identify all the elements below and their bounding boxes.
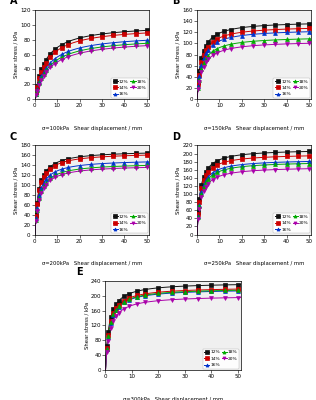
Text: σ=300kPa   Shear displacement / mm: σ=300kPa Shear displacement / mm bbox=[123, 397, 223, 400]
Y-axis label: Shear stress / kPa: Shear stress / kPa bbox=[84, 302, 89, 349]
Y-axis label: Shear stress / kPa: Shear stress / kPa bbox=[176, 166, 181, 214]
Text: C: C bbox=[9, 132, 17, 142]
Text: σ=150kPa   Shear displacement / mm: σ=150kPa Shear displacement / mm bbox=[204, 126, 304, 131]
Y-axis label: Shear stress / kPa: Shear stress / kPa bbox=[14, 31, 19, 78]
Y-axis label: Shear stress / kPa: Shear stress / kPa bbox=[14, 166, 19, 214]
Text: D: D bbox=[172, 132, 180, 142]
Text: B: B bbox=[172, 0, 179, 6]
Text: σ=100kPa   Shear displacement / mm: σ=100kPa Shear displacement / mm bbox=[42, 126, 142, 131]
Text: σ=200kPa   Shear displacement / mm: σ=200kPa Shear displacement / mm bbox=[42, 261, 142, 266]
Legend: 12%, 14%, 16%, 18%, 20%: 12%, 14%, 16%, 18%, 20% bbox=[111, 213, 148, 233]
Legend: 12%, 14%, 16%, 18%, 20%: 12%, 14%, 16%, 18%, 20% bbox=[203, 349, 239, 369]
Legend: 12%, 14%, 16%, 18%, 20%: 12%, 14%, 16%, 18%, 20% bbox=[111, 78, 148, 98]
Text: σ=250kPa   Shear displacement / mm: σ=250kPa Shear displacement / mm bbox=[204, 261, 304, 266]
Y-axis label: Shear stress / kPa: Shear stress / kPa bbox=[176, 31, 181, 78]
Legend: 12%, 14%, 16%, 18%, 20%: 12%, 14%, 16%, 18%, 20% bbox=[273, 78, 310, 98]
Text: E: E bbox=[76, 267, 82, 277]
Text: A: A bbox=[9, 0, 17, 6]
Legend: 12%, 14%, 16%, 18%, 20%: 12%, 14%, 16%, 18%, 20% bbox=[273, 213, 310, 233]
